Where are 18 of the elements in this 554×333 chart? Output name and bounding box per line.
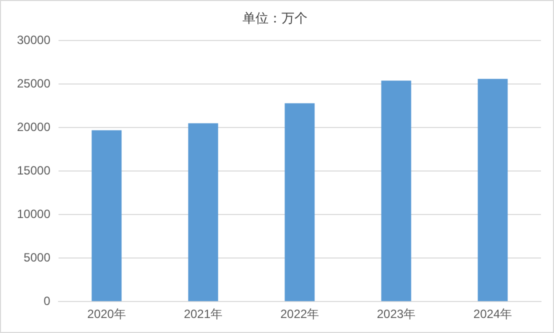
bar <box>188 123 218 302</box>
y-tick-label: 30000 <box>16 32 51 47</box>
bar <box>92 130 122 302</box>
x-tick-label: 2022年 <box>280 307 320 322</box>
y-tick-label: 10000 <box>16 206 51 221</box>
y-tick-label: 5000 <box>24 250 51 264</box>
x-tick-label: 2024年 <box>473 307 512 322</box>
x-tick-label: 2020年 <box>87 307 126 322</box>
y-tick-label: 0 <box>44 294 51 308</box>
x-tick-label: 2023年 <box>376 307 416 322</box>
bar <box>381 80 412 302</box>
y-tick-label: 20000 <box>16 120 51 134</box>
y-tick-label: 15000 <box>16 163 51 178</box>
bar <box>478 78 508 302</box>
bar <box>284 103 315 302</box>
y-tick-label: 25000 <box>16 76 51 90</box>
chart-title: 单位：万个 <box>242 10 308 26</box>
x-tick-label: 2021年 <box>184 307 223 322</box>
